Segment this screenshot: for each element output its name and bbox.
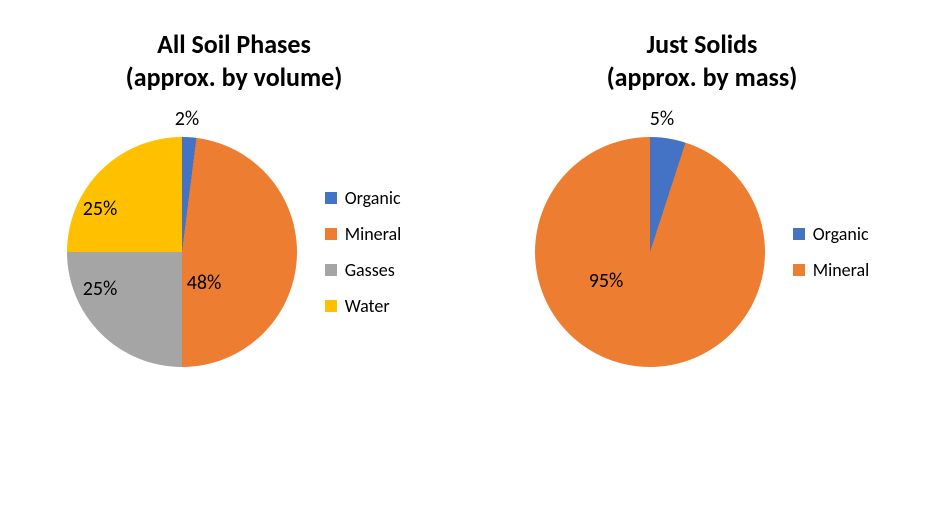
legend-item-organic-right: Organic: [793, 223, 870, 245]
swatch-mineral-left: [325, 228, 337, 240]
chart-title-right: Just Solids (approx. by mass): [607, 28, 798, 93]
chart-title-left: All Soil Phases (approx. by volume): [126, 28, 343, 93]
pie-wrap-right: 5% 95%: [535, 137, 765, 367]
legend-right: Organic Mineral: [793, 223, 870, 281]
slice-label-water-left: 25%: [83, 197, 118, 221]
legend-item-mineral-left: Mineral: [325, 223, 402, 245]
legend-label-organic-right: Organic: [813, 223, 869, 245]
slice-label-organic-right: 5%: [650, 107, 674, 131]
legend-label-organic-left: Organic: [345, 187, 401, 209]
swatch-organic-left: [325, 192, 337, 204]
swatch-mineral-right: [793, 264, 805, 276]
pie-left: [67, 137, 297, 367]
legend-item-water-left: Water: [325, 295, 402, 317]
legend-left: Organic Mineral Gasses Water: [325, 187, 402, 317]
legend-item-gasses-left: Gasses: [325, 259, 402, 281]
slice-label-mineral-left: 48%: [187, 271, 222, 295]
swatch-gasses-left: [325, 264, 337, 276]
panel-all-soil-phases: All Soil Phases (approx. by volume) 2% 4…: [0, 0, 468, 506]
legend-label-mineral-left: Mineral: [345, 223, 402, 245]
swatch-water-left: [325, 300, 337, 312]
legend-label-water-left: Water: [345, 295, 390, 317]
chart-row-left: 2% 48% 25% 25% Organic Mineral Gasses: [67, 137, 402, 367]
slice-label-gasses-left: 25%: [83, 277, 118, 301]
pie-right: [535, 137, 765, 367]
chart-title-left-line2: (approx. by volume): [126, 61, 343, 94]
slice-label-organic-left: 2%: [175, 107, 199, 131]
chart-title-left-line1: All Soil Phases: [126, 28, 343, 61]
legend-item-organic-left: Organic: [325, 187, 402, 209]
legend-label-gasses-left: Gasses: [345, 259, 395, 281]
swatch-organic-right: [793, 228, 805, 240]
pie-wrap-left: 2% 48% 25% 25%: [67, 137, 297, 367]
chart-title-right-line2: (approx. by mass): [607, 61, 798, 94]
panel-just-solids: Just Solids (approx. by mass) 5% 95% Org…: [468, 0, 936, 506]
page: All Soil Phases (approx. by volume) 2% 4…: [0, 0, 936, 506]
legend-label-mineral-right: Mineral: [813, 259, 870, 281]
legend-item-mineral-right: Mineral: [793, 259, 870, 281]
chart-title-right-line1: Just Solids: [607, 28, 798, 61]
slice-label-mineral-right: 95%: [589, 269, 624, 293]
chart-row-right: 5% 95% Organic Mineral: [535, 137, 870, 367]
